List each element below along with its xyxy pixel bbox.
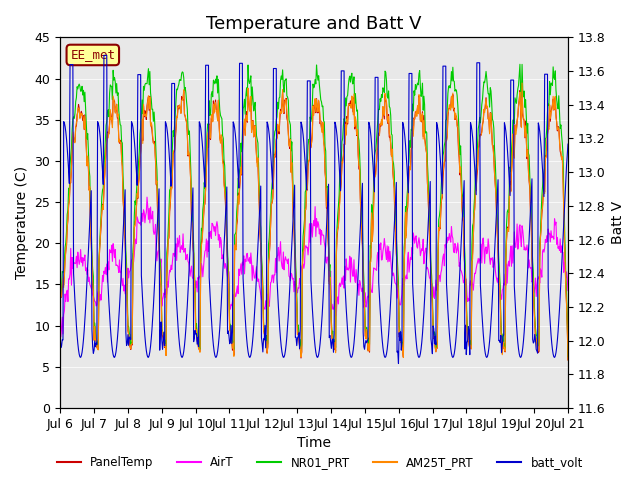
NR01_PRT bbox=[196, 346, 204, 352]
AirT bbox=[56, 335, 64, 340]
AirT bbox=[391, 280, 399, 286]
AirT bbox=[118, 277, 125, 283]
NR01_PRT bbox=[376, 107, 383, 112]
batt_volt bbox=[564, 141, 572, 147]
NR01_PRT bbox=[56, 279, 64, 285]
NR01_PRT bbox=[118, 139, 125, 144]
PanelTemp bbox=[170, 151, 177, 156]
PanelTemp bbox=[56, 287, 64, 293]
PanelTemp bbox=[196, 348, 204, 353]
NR01_PRT bbox=[65, 192, 73, 197]
AM25T_PRT bbox=[196, 349, 204, 355]
AirT bbox=[376, 247, 384, 252]
AM25T_PRT bbox=[118, 157, 125, 163]
Title: Temperature and Batt V: Temperature and Batt V bbox=[206, 15, 422, 33]
AirT bbox=[65, 276, 73, 282]
PanelTemp bbox=[390, 186, 398, 192]
batt_volt bbox=[376, 306, 384, 312]
batt_volt bbox=[395, 360, 403, 366]
Line: batt_volt: batt_volt bbox=[60, 55, 568, 363]
batt_volt bbox=[56, 332, 64, 337]
AM25T_PRT bbox=[65, 197, 73, 203]
X-axis label: Time: Time bbox=[297, 436, 331, 450]
PanelTemp bbox=[118, 154, 125, 159]
batt_volt bbox=[100, 52, 108, 58]
Line: NR01_PRT: NR01_PRT bbox=[60, 64, 568, 357]
AM25T_PRT bbox=[376, 133, 383, 139]
PanelTemp bbox=[564, 357, 572, 363]
PanelTemp bbox=[65, 198, 73, 204]
Y-axis label: Temperature (C): Temperature (C) bbox=[15, 166, 29, 279]
PanelTemp bbox=[376, 132, 383, 138]
batt_volt bbox=[391, 208, 399, 214]
Legend: PanelTemp, AirT, NR01_PRT, AM25T_PRT, batt_volt: PanelTemp, AirT, NR01_PRT, AM25T_PRT, ba… bbox=[52, 452, 588, 474]
batt_volt bbox=[170, 81, 178, 86]
AM25T_PRT bbox=[518, 80, 526, 86]
AirT bbox=[197, 275, 205, 280]
NR01_PRT bbox=[170, 128, 177, 133]
batt_volt bbox=[65, 180, 73, 186]
AirT bbox=[170, 251, 178, 257]
AM25T_PRT bbox=[56, 289, 64, 295]
Line: AirT: AirT bbox=[60, 197, 568, 337]
NR01_PRT bbox=[564, 354, 572, 360]
AirT bbox=[564, 288, 572, 294]
AM25T_PRT bbox=[170, 150, 177, 156]
Text: EE_met: EE_met bbox=[70, 48, 115, 61]
AM25T_PRT bbox=[390, 185, 398, 191]
batt_volt bbox=[118, 247, 126, 253]
AM25T_PRT bbox=[564, 357, 572, 363]
batt_volt bbox=[197, 125, 205, 131]
NR01_PRT bbox=[516, 61, 524, 67]
Line: AM25T_PRT: AM25T_PRT bbox=[60, 83, 568, 360]
PanelTemp bbox=[518, 84, 526, 90]
NR01_PRT bbox=[390, 169, 398, 175]
Y-axis label: Batt V: Batt V bbox=[611, 201, 625, 244]
AirT bbox=[143, 194, 151, 200]
Line: PanelTemp: PanelTemp bbox=[60, 87, 568, 360]
